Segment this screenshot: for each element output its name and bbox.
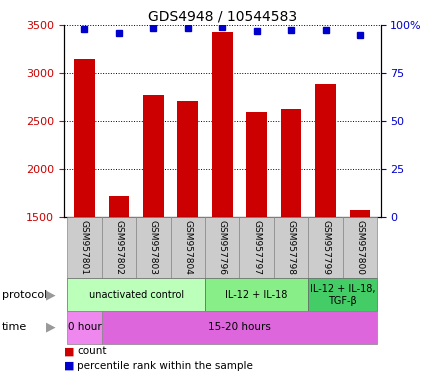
Text: count: count: [77, 346, 106, 356]
Text: 15-20 hours: 15-20 hours: [208, 322, 271, 333]
Text: GSM957798: GSM957798: [286, 220, 296, 275]
Text: GSM957799: GSM957799: [321, 220, 330, 275]
Text: IL-12 + IL-18: IL-12 + IL-18: [225, 290, 288, 300]
Text: percentile rank within the sample: percentile rank within the sample: [77, 361, 253, 371]
Bar: [212, 32, 232, 217]
Bar: [177, 101, 198, 217]
Text: unactivated control: unactivated control: [88, 290, 183, 300]
Bar: [343, 217, 377, 278]
Bar: [109, 196, 129, 217]
Text: GSM957797: GSM957797: [252, 220, 261, 275]
Text: GSM957803: GSM957803: [149, 220, 158, 275]
Bar: [308, 278, 377, 311]
Text: ▶: ▶: [46, 321, 55, 334]
Text: IL-12 + IL-18,
TGF-β: IL-12 + IL-18, TGF-β: [310, 284, 375, 306]
Bar: [350, 210, 370, 217]
Bar: [274, 217, 308, 278]
Text: protocol: protocol: [2, 290, 48, 300]
Text: GSM957804: GSM957804: [183, 220, 192, 275]
Text: GSM957801: GSM957801: [80, 220, 89, 275]
Bar: [239, 217, 274, 278]
Bar: [246, 113, 267, 217]
Bar: [205, 278, 308, 311]
Bar: [67, 217, 102, 278]
Bar: [102, 217, 136, 278]
Title: GDS4948 / 10544583: GDS4948 / 10544583: [148, 10, 297, 24]
Bar: [74, 59, 95, 217]
Bar: [308, 217, 343, 278]
Text: ■: ■: [64, 361, 74, 371]
Bar: [205, 217, 239, 278]
Text: GSM957796: GSM957796: [218, 220, 227, 275]
Bar: [315, 84, 336, 217]
Bar: [171, 217, 205, 278]
Text: GSM957800: GSM957800: [356, 220, 364, 275]
Text: time: time: [2, 322, 27, 333]
Text: 0 hour: 0 hour: [68, 322, 101, 333]
Bar: [143, 94, 164, 217]
Text: ■: ■: [64, 346, 74, 356]
Bar: [102, 311, 377, 344]
Text: ▶: ▶: [46, 288, 55, 301]
Bar: [67, 278, 205, 311]
Bar: [136, 217, 171, 278]
Bar: [67, 311, 102, 344]
Text: GSM957802: GSM957802: [114, 220, 123, 275]
Bar: [281, 109, 301, 217]
